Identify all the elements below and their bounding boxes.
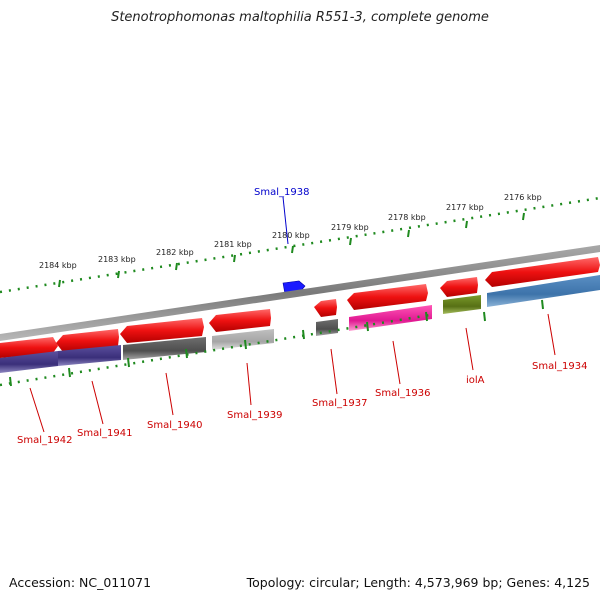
leader-smal-1936 (392, 340, 401, 385)
gene-bar-smal-1940[interactable] (123, 337, 206, 360)
tick-2182 (175, 262, 178, 271)
gene-bar-smal-1937[interactable] (316, 319, 338, 336)
tick-2184 (58, 279, 61, 288)
kbp-labels: 2184 kbp 2183 kbp 2182 kbp 2181 kbp 2180… (39, 193, 542, 270)
gene-arrow-red[interactable] (120, 318, 204, 343)
bottom-gene-row (0, 275, 600, 373)
gene-bar-smal-1942[interactable] (0, 351, 58, 373)
lower-ruler (0, 299, 544, 387)
smal-1938-leader (282, 196, 289, 245)
tick-2179 (349, 237, 352, 246)
gene-arrow-red[interactable] (440, 277, 478, 297)
gene-bar-iola[interactable] (443, 295, 481, 314)
leader-smal-1934 (547, 313, 556, 356)
lower-tick (68, 367, 71, 378)
gene-bar-smal-1934[interactable] (487, 275, 600, 307)
lower-tick (244, 339, 247, 350)
leader-smal-1941 (91, 380, 104, 425)
kbp-label: 2183 kbp (98, 255, 136, 264)
kbp-label: 2184 kbp (39, 261, 77, 270)
leader-iola (465, 327, 474, 371)
leader-smal-1937 (330, 348, 338, 395)
gene-label-smal-1939: Smal_1939 (227, 410, 282, 421)
lower-tick (425, 311, 428, 322)
gene-label-smal-1936: Smal_1936 (375, 388, 430, 399)
kbp-label: 2180 kbp (272, 231, 310, 240)
kbp-label: 2178 kbp (388, 213, 426, 222)
genome-backbone (0, 245, 600, 341)
tick-2176 (522, 212, 525, 221)
topology-text: Topology: circular; Length: 4,573,969 bp… (246, 575, 590, 590)
gene-label-smal-1938: Smal_1938 (254, 187, 309, 198)
lower-tick (302, 329, 305, 340)
top-gene-row (0, 257, 600, 358)
lower-tick (185, 348, 188, 359)
tick-2177 (465, 220, 468, 229)
gene-label-smal-1942: Smal_1942 (17, 435, 72, 446)
gene-label-smal-1940: Smal_1940 (147, 420, 202, 431)
lower-tick (127, 357, 130, 368)
map-title: Stenotrophomonas maltophilia R551-3, com… (111, 10, 489, 25)
leader-smal-1939 (246, 362, 252, 406)
upper-ruler (0, 196, 600, 294)
kbp-label: 2176 kbp (504, 193, 542, 202)
gene-leaders (29, 313, 556, 433)
gene-label-iola: iolA (466, 375, 485, 386)
gene-arrow-red[interactable] (56, 329, 119, 352)
tick-2180 (291, 245, 294, 254)
kbp-label: 2181 kbp (214, 240, 252, 249)
gene-arrow-red[interactable] (347, 284, 428, 310)
leader-smal-1942 (29, 387, 45, 433)
gene-bar-smal-1936[interactable] (349, 305, 432, 331)
gene-label-smal-1941: Smal_1941 (77, 428, 132, 439)
gene-bar-smal-1941[interactable] (58, 345, 121, 366)
tick-2181 (233, 254, 236, 263)
lower-ruler-line (0, 313, 431, 387)
kbp-label: 2182 kbp (156, 248, 194, 257)
tick-2178 (407, 229, 410, 238)
leader-smal-1940 (165, 372, 174, 416)
kbp-label: 2179 kbp (331, 223, 369, 232)
lower-tick (483, 311, 486, 322)
gene-label-smal-1934: Smal_1934 (532, 361, 587, 372)
gene-arrow-red[interactable] (314, 299, 337, 317)
gene-arrow-red[interactable] (209, 309, 271, 332)
tick-2183 (117, 270, 120, 279)
lower-tick (541, 299, 544, 310)
kbp-label: 2177 kbp (446, 203, 484, 212)
lower-tick (366, 321, 369, 332)
gene-labels: Smal_1942 Smal_1941 Smal_1940 Smal_1939 … (17, 361, 587, 446)
gene-arrow-red[interactable] (485, 257, 600, 287)
accession-text: Accession: NC_011071 (9, 575, 152, 590)
gene-label-smal-1937: Smal_1937 (312, 398, 367, 409)
gene-bar-smal-1939[interactable] (212, 329, 274, 350)
lower-tick (9, 376, 12, 387)
